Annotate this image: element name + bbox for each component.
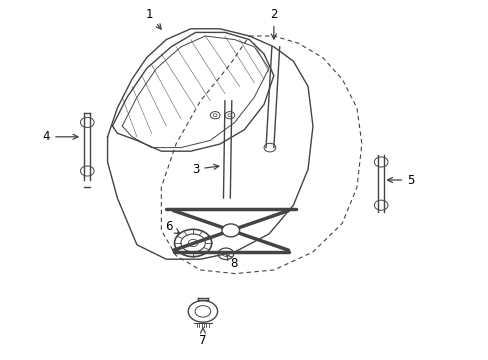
Text: 1: 1: [145, 8, 161, 29]
Text: 4: 4: [42, 130, 78, 143]
Text: 5: 5: [387, 174, 414, 186]
Text: 7: 7: [199, 328, 206, 347]
Text: 3: 3: [191, 163, 219, 176]
Text: 8: 8: [226, 255, 237, 270]
Text: 6: 6: [164, 220, 180, 234]
Text: 2: 2: [269, 8, 277, 39]
Circle shape: [222, 224, 239, 237]
